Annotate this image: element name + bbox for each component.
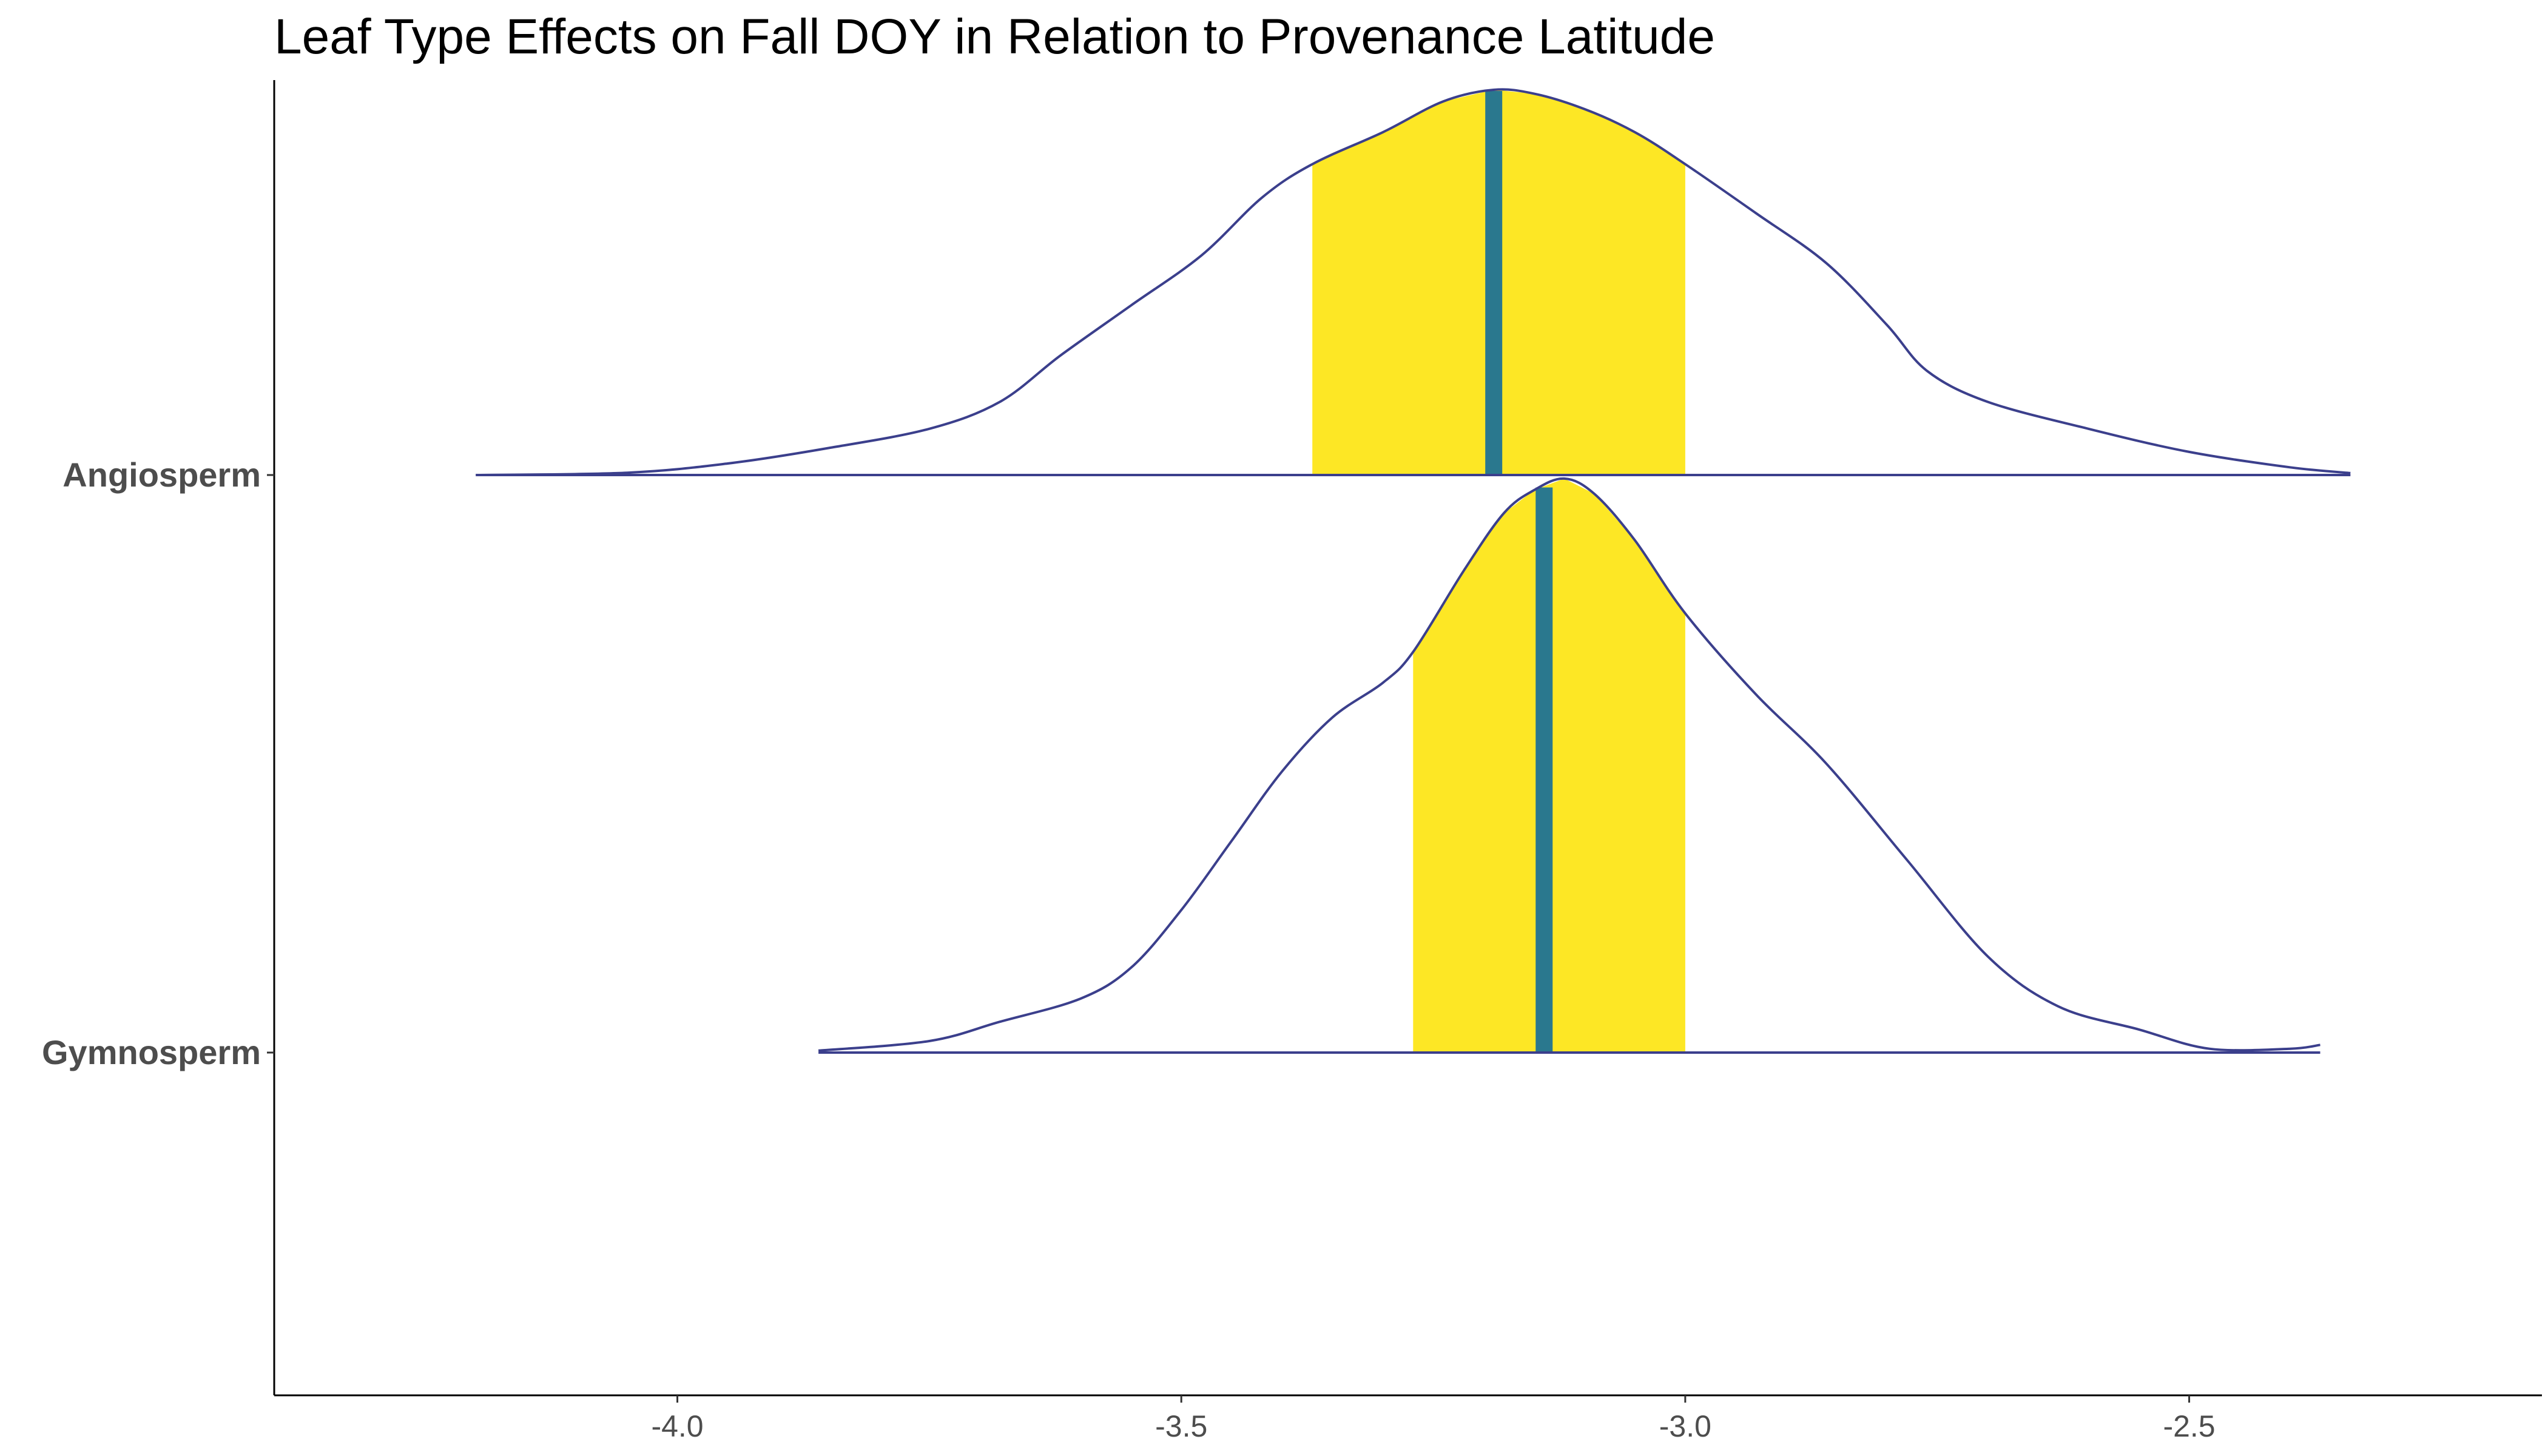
x-tick-label: -2.5 xyxy=(2163,1409,2215,1443)
y-ticks: Angiosperm Gymnosperm xyxy=(42,456,274,1071)
density-curve-gymnosperm xyxy=(818,477,2320,1052)
chart-title: Leaf Type Effects on Fall DOY in Relatio… xyxy=(274,9,1715,64)
x-tick-label: -4.0 xyxy=(651,1409,703,1443)
x-tick-label: -3.5 xyxy=(1155,1409,1207,1443)
x-ticks: -4.0 -3.5 -3.0 -2.5 xyxy=(651,1395,2216,1443)
ridges xyxy=(476,88,2351,1054)
density-curve-angiosperm xyxy=(476,88,2351,476)
y-tick-label-angiosperm: Angiosperm xyxy=(62,456,261,494)
x-tick-label: -3.0 xyxy=(1659,1409,1711,1443)
y-tick-label-gymnosperm: Gymnosperm xyxy=(42,1033,261,1071)
ridge-angiosperm xyxy=(476,88,2351,476)
ridge-gymnosperm xyxy=(818,477,2320,1054)
